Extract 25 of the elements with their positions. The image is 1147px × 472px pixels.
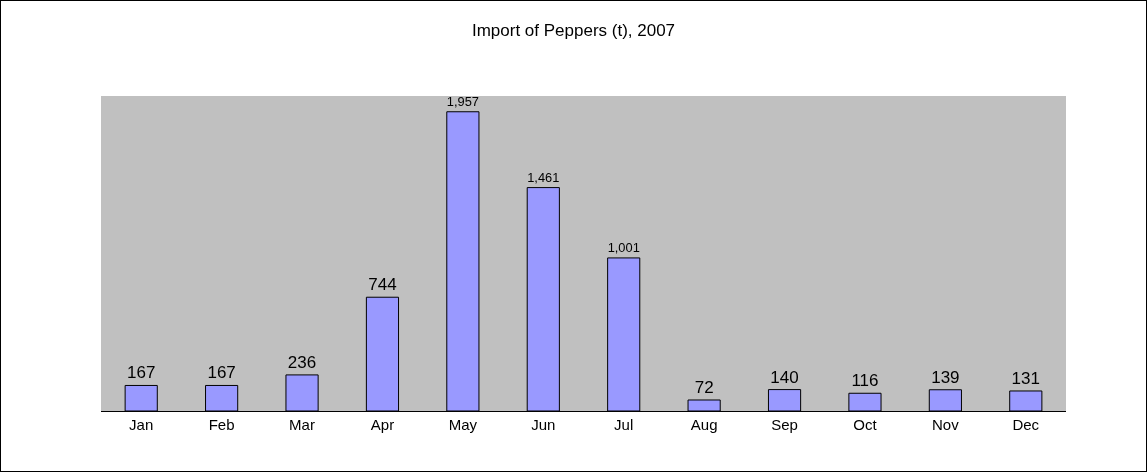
data-label: 116 bbox=[851, 371, 879, 391]
data-label: 236 bbox=[287, 352, 317, 372]
data-label: 1,001 bbox=[607, 239, 640, 255]
x-tick-label: Aug bbox=[690, 416, 718, 433]
x-tick-label: Nov bbox=[932, 416, 960, 433]
data-label: 744 bbox=[368, 275, 397, 295]
x-tick-label: Jun bbox=[531, 416, 556, 433]
data-label: 139 bbox=[931, 367, 960, 387]
x-tick-label: Dec bbox=[1012, 416, 1040, 433]
data-label: 167 bbox=[127, 363, 156, 383]
chart-title: Import of Peppers (t), 2007 bbox=[471, 21, 676, 41]
data-label: 167 bbox=[207, 363, 236, 383]
data-label: 140 bbox=[770, 367, 799, 387]
x-tick-label: Jan bbox=[129, 416, 154, 433]
x-tick-label: Mar bbox=[289, 416, 315, 433]
data-label: 1,957 bbox=[446, 93, 479, 109]
x-tick-label: Jul bbox=[614, 416, 634, 433]
x-tick-label: Sep bbox=[771, 416, 798, 433]
data-label: 131 bbox=[1011, 368, 1040, 388]
x-tick-label: May bbox=[448, 416, 478, 433]
x-tick-label: Oct bbox=[853, 416, 878, 433]
data-label: 1,461 bbox=[527, 169, 560, 185]
x-tick-label: Apr bbox=[370, 416, 395, 433]
data-label: 72 bbox=[694, 377, 714, 397]
x-tick-label: Feb bbox=[208, 416, 235, 433]
